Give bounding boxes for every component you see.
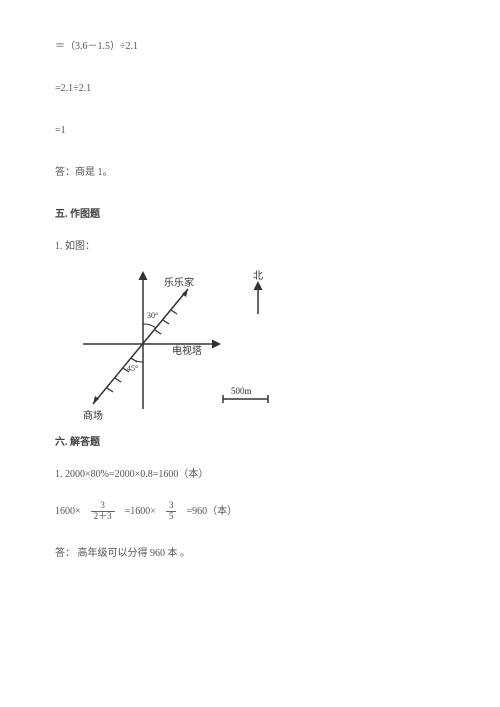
section6-equation: 1600× 3 2＋3 =1600× 3 5 =960（本） <box>55 502 445 523</box>
fraction-1: 3 2＋3 <box>91 501 115 522</box>
section5-title: 五. 作图题 <box>55 208 445 222</box>
frac2-den: 5 <box>166 512 177 522</box>
section6-answer: 答： 高年级可以分得 960 本 。 <box>55 547 445 561</box>
diagram-container: 乐乐家 北 电视塔 商场 500m 30° 45° <box>73 264 445 424</box>
label-scale: 500m <box>231 386 252 396</box>
calc-step1: ＝（3.6－1.5）÷2.1 <box>55 40 445 54</box>
eq-prefix: 1600× <box>55 505 81 519</box>
calc-step3: =1 <box>55 124 445 138</box>
frac1-den: 2＋3 <box>91 512 115 522</box>
section5-item1: 1. 如图： <box>55 240 445 254</box>
calc-step2: =2.1÷2.1 <box>55 82 445 96</box>
label-mall: 商场 <box>83 409 103 422</box>
label-north: 北 <box>253 270 263 282</box>
geometry-diagram: 乐乐家 北 电视塔 商场 500m 30° 45° <box>73 264 283 424</box>
section6-line1: 1. 2000×80%=2000×0.8=1600（本） <box>55 468 445 482</box>
fraction-2: 3 5 <box>166 501 177 522</box>
label-lele: 乐乐家 <box>164 276 194 289</box>
eq-suffix: =960（本） <box>186 505 237 519</box>
angle-30: 30° <box>147 311 158 320</box>
section6-title: 六. 解答题 <box>55 436 445 450</box>
angle-45: 45° <box>127 364 138 373</box>
label-tower: 电视塔 <box>172 344 202 357</box>
eq-mid: =1600× <box>125 505 156 519</box>
calc-answer: 答：商是 1。 <box>55 166 445 180</box>
